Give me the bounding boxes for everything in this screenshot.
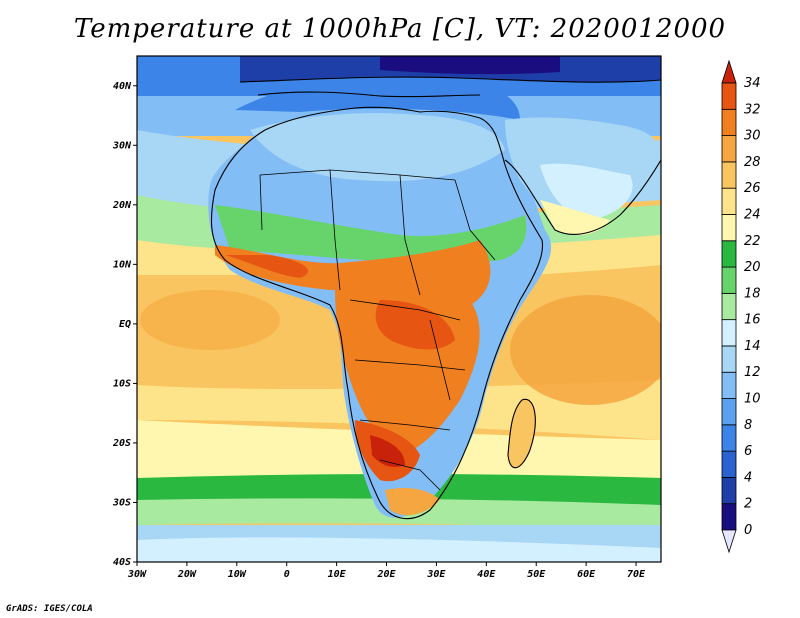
colorbar-segment	[721, 161, 737, 189]
credit-label: GrADS: IGES/COLA	[6, 604, 93, 614]
colorbar-label: 14	[744, 339, 761, 354]
temperature-field	[137, 56, 661, 562]
colorbar-segment	[721, 450, 737, 478]
x-tick-label: 60E	[577, 569, 596, 580]
coastlines	[210, 76, 661, 519]
colorbar-segment	[721, 371, 737, 399]
y-tick-label: 40N	[113, 81, 132, 92]
y-tick-label: 30S	[112, 497, 131, 508]
x-axis: 30W 20W 10W 0 10E 20E 30E 40E 50E 60E 70E	[127, 562, 646, 580]
y-tick-label: 10S	[113, 378, 131, 389]
x-tick-label: 70E	[627, 569, 646, 580]
colorbar-segment	[721, 477, 737, 505]
colorbar-label: 6	[744, 444, 752, 459]
x-tick-label: 30W	[127, 569, 147, 580]
colorbar-label: 12	[744, 365, 761, 380]
colorbar-label: 4	[744, 470, 752, 485]
colorbar-label: 0	[744, 523, 752, 538]
colorbar-segment	[721, 108, 737, 136]
x-tick-label: 30E	[426, 569, 446, 580]
colorbar-label: 34	[744, 76, 761, 91]
y-tick-label: 20S	[112, 438, 131, 449]
colorbar-segment	[721, 240, 737, 268]
colorbar-label: 32	[744, 102, 761, 117]
colorbar-label: 18	[744, 286, 761, 301]
colorbar-segment	[721, 82, 737, 110]
colorbar-segment	[721, 345, 737, 373]
colorbar-segment	[721, 319, 737, 347]
colorbar-label: 8	[744, 418, 752, 433]
colorbar-label: 20	[744, 260, 761, 275]
x-tick-label: 10W	[228, 569, 247, 580]
colorbar-segment	[721, 398, 737, 426]
colorbar-segment	[721, 292, 737, 321]
x-tick-label: 0	[284, 569, 290, 580]
x-tick-label: 40E	[477, 569, 496, 580]
colorbar-segment	[721, 424, 737, 452]
x-tick-label: 20W	[177, 569, 197, 580]
colorbar-min-arrow	[721, 529, 737, 554]
colorbar-label: 2	[744, 497, 752, 512]
x-tick-label: 50E	[527, 569, 546, 580]
colorbar-label: 26	[744, 181, 761, 196]
y-tick-label: 20N	[112, 200, 132, 211]
y-tick-label: 10N	[113, 259, 132, 270]
colorbar-label: 30	[744, 129, 761, 144]
x-tick-label: 20E	[376, 569, 396, 580]
y-tick-label: EQ	[119, 319, 131, 330]
colorbar-label: 10	[744, 392, 761, 407]
colorbar-segment	[721, 187, 737, 215]
colorbar-max-arrow	[721, 59, 737, 84]
colorbar-label: 16	[744, 313, 761, 328]
map-title: Temperature at 1000hPa [C], VT: 20200120…	[73, 14, 727, 44]
colorbar-segment	[721, 135, 737, 163]
y-axis: 40N 30N 20N 10N EQ 10S 20S 30S 40S	[112, 81, 137, 568]
x-tick-label: 10E	[328, 569, 347, 580]
colorbar-segment	[721, 266, 737, 294]
colorbar-label: 22	[744, 234, 761, 249]
plot-frame	[136, 55, 662, 563]
y-tick-label: 40S	[113, 557, 131, 568]
colorbar-label: 28	[744, 155, 761, 170]
colorbar-segment	[721, 503, 737, 531]
colorbar-segment	[721, 214, 737, 242]
y-tick-label: 30N	[112, 140, 132, 151]
colorbar-label: 24	[744, 207, 761, 222]
